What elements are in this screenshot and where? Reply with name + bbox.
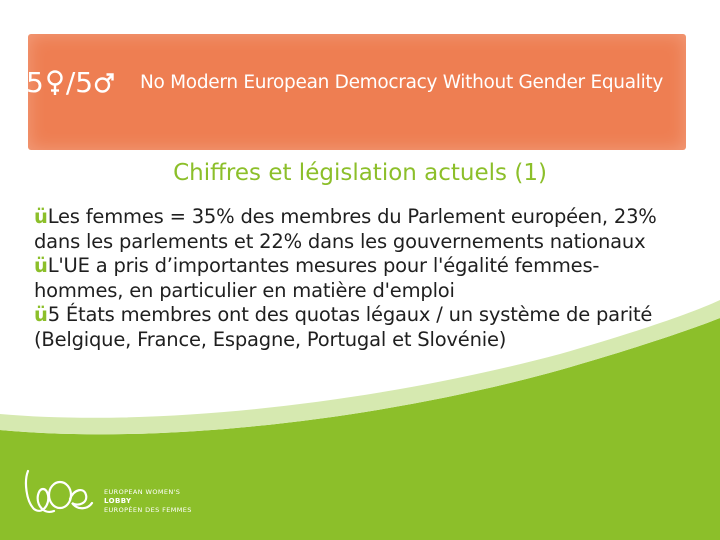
light-swoosh-shape [0, 300, 720, 435]
male-symbol-icon [94, 73, 114, 93]
ewl-line-3: EUROPÉEN DES FEMMES [104, 506, 192, 514]
ewl-line-2: LOBBY [104, 497, 132, 505]
fifty-fifty-logo: 5 /5 [26, 62, 115, 102]
ewl-logo-text: EUROPEAN WOMEN'S LOBBY EUROPÉEN DES FEMM… [104, 488, 192, 515]
bullet-item: üLes femmes = 35% des membres du Parleme… [34, 205, 674, 254]
logo-slash-five: /5 [65, 65, 94, 99]
bullet-text: L'UE a pris d’importantes mesures pour l… [34, 254, 600, 302]
checkmark-icon: ü [34, 205, 48, 228]
ewl-line-1: EUROPEAN WOMEN'S [104, 488, 181, 496]
bullet-text: 5 États membres ont des quotas légaux / … [34, 303, 653, 351]
bullet-list: üLes femmes = 35% des membres du Parleme… [34, 205, 674, 352]
checkmark-icon: ü [34, 303, 48, 326]
fifty-fifty-logo-text: 5 /5 [26, 66, 115, 99]
bullet-text: Les femmes = 35% des membres du Parlemen… [34, 205, 657, 253]
bullet-item: ü5 États membres ont des quotas légaux /… [34, 303, 674, 352]
bullet-item: üL'UE a pris d’importantes mesures pour … [34, 254, 674, 303]
green-swoosh-shape [0, 318, 720, 540]
ewl-handwritten-mark-icon [24, 469, 94, 513]
checkmark-icon: ü [34, 254, 48, 277]
banner-tagline: No Modern European Democracy Without Gen… [140, 72, 664, 93]
logo-five-left: 5 [26, 65, 44, 99]
female-symbol-icon [47, 70, 63, 95]
european-womens-lobby-logo: EUROPEAN WOMEN'S LOBBY EUROPÉEN DES FEMM… [20, 465, 210, 525]
slide-title: Chiffres et législation actuels (1) [173, 160, 547, 186]
header-banner [28, 34, 686, 150]
